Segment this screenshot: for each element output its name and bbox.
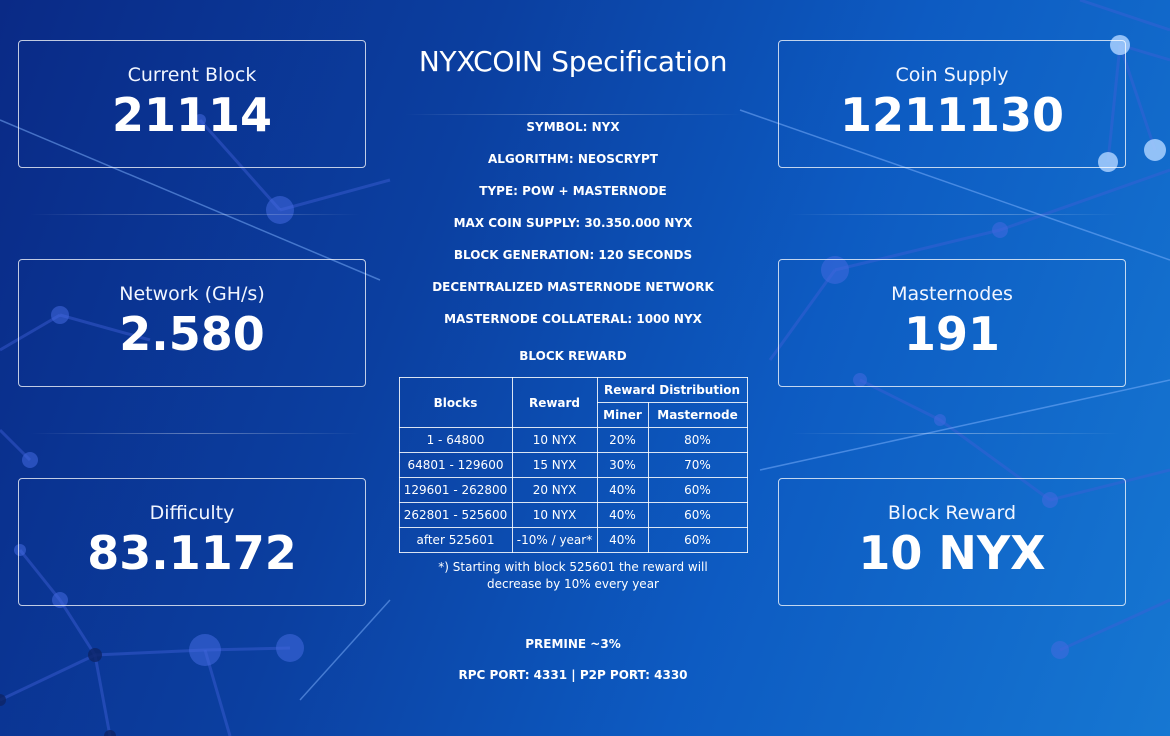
cell-masternode: 60% <box>647 477 748 503</box>
block-reward-table: Blocks Reward Reward Distribution Miner … <box>398 377 748 553</box>
cell-reward: 10 NYX <box>511 427 598 453</box>
cell-masternode: 80% <box>647 427 748 453</box>
block-reward-value: 10 NYX <box>858 526 1046 580</box>
table-row: 262801 - 525600 10 NYX 40% 60% <box>398 502 748 528</box>
spec-symbol: SYMBOL: NYX <box>526 120 620 134</box>
difficulty-card: Difficulty 83.1172 <box>18 478 366 606</box>
ports-text: RPC PORT: 4331 | P2P PORT: 4330 <box>458 668 688 682</box>
separator-line <box>790 214 1120 215</box>
cell-miner: 40% <box>596 527 649 553</box>
spec-masternode-network: DECENTRALIZED MASTERNODE NETWORK <box>432 280 714 294</box>
network-label: Network (GH/s) <box>119 283 265 305</box>
cell-miner: 20% <box>596 427 649 453</box>
difficulty-value: 83.1172 <box>87 526 297 580</box>
coin-supply-card: Coin Supply 1211130 <box>778 40 1126 168</box>
cell-reward: 10 NYX <box>511 502 598 528</box>
col-header-reward: Reward <box>511 377 598 428</box>
block-reward-label: Block Reward <box>887 502 1017 524</box>
current-block-value: 21114 <box>111 88 273 142</box>
cell-blocks: 64801 - 129600 <box>398 452 513 478</box>
table-subheader-row: Miner Masternode <box>399 402 748 428</box>
current-block-label: Current Block <box>127 64 257 86</box>
col-header-distribution: Reward Distribution <box>596 377 748 403</box>
cell-reward: 20 NYX <box>511 477 598 503</box>
coin-supply-value: 1211130 <box>839 88 1065 142</box>
coin-supply-label: Coin Supply <box>895 64 1009 86</box>
masternodes-value: 191 <box>903 307 1001 361</box>
difficulty-label: Difficulty <box>149 502 235 524</box>
spec-max-supply: MAX COIN SUPPLY: 30.350.000 NYX <box>453 216 693 230</box>
footnote-line: decrease by 10% every year <box>487 577 659 591</box>
cell-blocks: 262801 - 525600 <box>398 502 513 528</box>
block-reward-card: Block Reward 10 NYX <box>778 478 1126 606</box>
cell-miner: 40% <box>596 477 649 503</box>
cell-blocks: 129601 - 262800 <box>398 477 513 503</box>
network-card: Network (GH/s) 2.580 <box>18 259 366 387</box>
table-row: 129601 - 262800 20 NYX 40% 60% <box>398 477 748 503</box>
table-row: 1 - 64800 10 NYX 20% 80% <box>398 427 748 453</box>
specification-panel: NYXCOIN Specification SYMBOL: NYX ALGORI… <box>390 40 756 682</box>
cell-reward: -10% / year* <box>511 527 598 553</box>
masternodes-label: Masternodes <box>891 283 1013 305</box>
table-row: after 525601 -10% / year* 40% 60% <box>398 527 748 553</box>
spec-algorithm: ALGORITHM: NEOSCRYPT <box>488 152 658 166</box>
separator-line <box>790 433 1120 434</box>
separator-line <box>30 214 360 215</box>
col-header-blocks: Blocks <box>398 377 513 428</box>
separator-line <box>30 433 360 434</box>
masternodes-card: Masternodes 191 <box>778 259 1126 387</box>
current-block-card: Current Block 21114 <box>18 40 366 168</box>
reward-footnote: *) Starting with block 525601 the reward… <box>390 559 756 593</box>
cell-miner: 40% <box>596 502 649 528</box>
page-title: NYXCOIN Specification <box>418 45 728 78</box>
spec-masternode-collateral: MASTERNODE COLLATERAL: 1000 NYX <box>444 312 702 326</box>
spec-block-generation: BLOCK GENERATION: 120 SECONDS <box>453 248 693 262</box>
table-row: 64801 - 129600 15 NYX 30% 70% <box>398 452 748 478</box>
spec-list: SYMBOL: NYX ALGORITHM: NEOSCRYPT TYPE: P… <box>390 119 756 343</box>
cell-miner: 30% <box>596 452 649 478</box>
cell-reward: 15 NYX <box>511 452 598 478</box>
premine-text: PREMINE ~3% <box>525 637 621 651</box>
table-header-row: Blocks Reward Reward Distribution <box>398 377 748 428</box>
footnote-line: *) Starting with block 525601 the reward… <box>438 560 708 574</box>
col-header-masternode: Masternode <box>647 402 748 428</box>
block-reward-heading: BLOCK REWARD <box>519 349 627 363</box>
title-underline <box>405 114 741 115</box>
cell-masternode: 60% <box>647 502 748 528</box>
spec-type: TYPE: POW + MASTERNODE <box>479 184 667 198</box>
col-header-miner: Miner <box>596 402 649 428</box>
network-value: 2.580 <box>119 307 265 361</box>
cell-blocks: after 525601 <box>398 527 513 553</box>
cell-masternode: 70% <box>647 452 748 478</box>
cell-masternode: 60% <box>647 527 748 553</box>
cell-blocks: 1 - 64800 <box>398 427 513 453</box>
